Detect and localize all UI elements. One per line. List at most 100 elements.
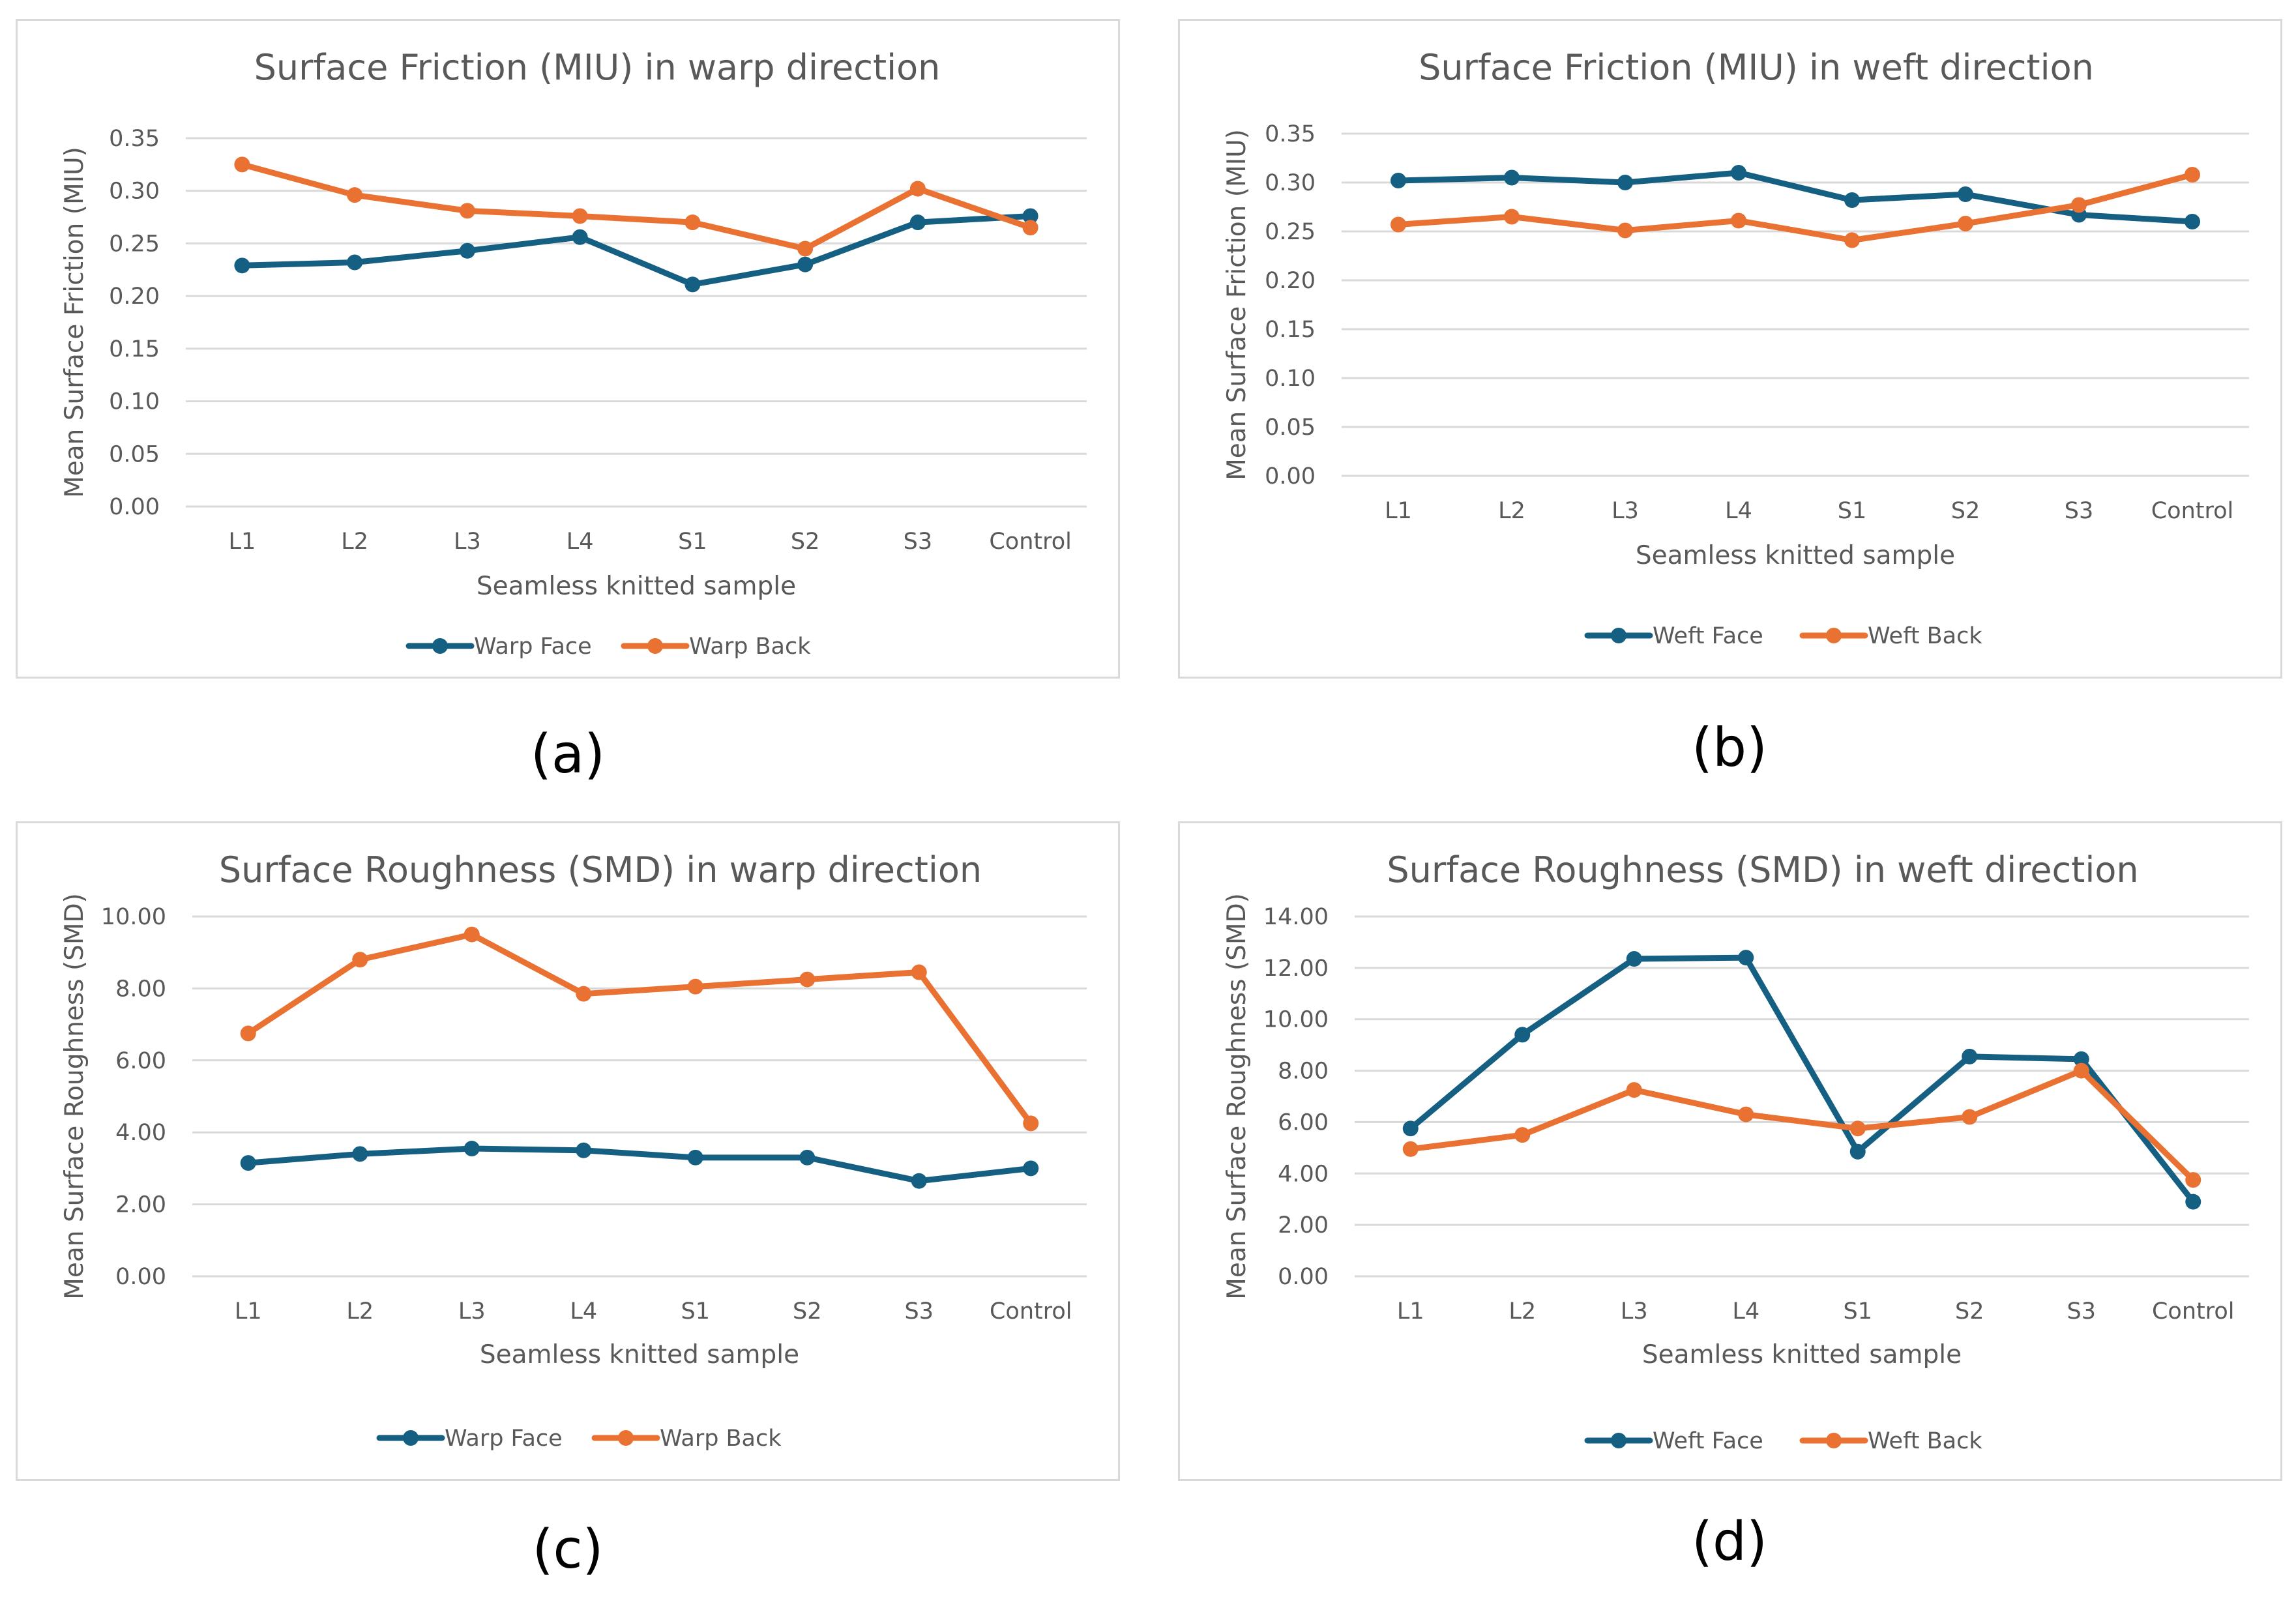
chart-c-legend-marker-1 (403, 1430, 419, 1446)
chart-b-y-tick-label: 0.15 (1265, 317, 1316, 343)
chart-a-series-1-point (684, 276, 701, 293)
chart-d-y-tick-label: 4.00 (1278, 1161, 1329, 1187)
chart-d-series-1-point (2073, 1051, 2089, 1067)
caption-a: (a) (530, 724, 606, 785)
chart-c-series-1-point (799, 1149, 816, 1165)
chart-d-series-2-point (1514, 1127, 1531, 1143)
chart-d-legend-marker-2 (1826, 1433, 1842, 1448)
chart-a-series-1-point (1022, 208, 1038, 224)
chart-a-series-1-point (572, 229, 588, 245)
chart-a-series-2-point (572, 208, 588, 224)
chart-d-x-axis-label: Seamless knitted sample (1642, 1340, 1962, 1370)
chart-c-series-1-point (576, 1142, 592, 1158)
chart-c-y-tick-label: 2.00 (115, 1192, 166, 1218)
chart-a-y-tick-label: 0.35 (109, 126, 160, 152)
chart-b-series-2-point (2185, 167, 2200, 183)
chart-d-legend-label-1: Weft Face (1653, 1428, 1763, 1454)
chart-c-series-1-point (352, 1146, 368, 1162)
chart-c-x-axis-label: Seamless knitted sample (480, 1340, 799, 1370)
chart-a-series-2-point (234, 156, 250, 173)
chart-a-y-tick-label: 0.15 (109, 336, 160, 362)
chart-d-x-tick-label: L3 (1621, 1298, 1648, 1325)
chart-c-y-tick-label: 0.00 (115, 1264, 166, 1290)
chart-panel-c: Surface Roughness (SMD) in warp directio… (16, 821, 1120, 1481)
chart-d-x-tick-label: S3 (2067, 1298, 2097, 1325)
chart-b-legend-marker-2 (1826, 628, 1842, 643)
chart-c-series-2-point (911, 964, 927, 980)
chart-d-series-line-2 (1407, 1068, 2196, 1183)
chart-c-x-tick-label: L3 (458, 1298, 486, 1325)
chart-panel-a: Surface Friction (MIU) in warp direction… (16, 19, 1120, 679)
chart-a-x-tick-label: S2 (791, 529, 820, 555)
chart-d-y-tick-label: 10.00 (1263, 1007, 1329, 1033)
chart-a-legend-marker-2 (647, 638, 663, 654)
chart-b-y-tick-label: 0.00 (1265, 463, 1316, 490)
chart-c-series-1-point (911, 1173, 927, 1189)
chart-c-series-2-point (1023, 1115, 1039, 1132)
chart-d-y-tick-label: 6.00 (1278, 1109, 1329, 1135)
chart-c-x-tick-label: Control (990, 1298, 1072, 1325)
chart-c-x-tick-label: L2 (346, 1298, 374, 1325)
chart-a-series-2-point (1022, 220, 1038, 236)
chart-c-y-axis-label: Mean Surface Roughness (SMD) (60, 893, 89, 1300)
chart-c-x-tick-label: S2 (793, 1298, 822, 1325)
chart-b-series-1-point (1391, 173, 1406, 188)
chart-a-y-tick-label: 0.25 (109, 231, 160, 257)
chart-d-x-tick-label: L1 (1397, 1298, 1424, 1325)
chart-a-x-tick-label: S1 (678, 529, 707, 555)
chart-d-series-2-point (1738, 1106, 1754, 1122)
chart-d-series-1-point (1738, 950, 1754, 966)
chart-d-series-1-point (2185, 1194, 2201, 1210)
chart-a-series-line-2 (239, 161, 1034, 252)
chart-c-series-2-point (687, 978, 703, 995)
chart-c-y-tick-label: 4.00 (115, 1120, 166, 1146)
chart-b-series-2-point (1731, 212, 1746, 229)
chart-d-x-tick-label: L4 (1732, 1298, 1759, 1325)
chart-d-x-tick-label: L2 (1509, 1298, 1536, 1325)
chart-d-series-2-point (1962, 1109, 1978, 1125)
chart-b-x-tick-label: Control (2151, 498, 2234, 524)
chart-a-series-2-point (797, 241, 814, 257)
chart-a-x-tick-label: L2 (341, 529, 368, 555)
chart-c-x-tick-label: S1 (681, 1298, 711, 1325)
chart-b-x-tick-label: S3 (2065, 498, 2094, 524)
chart-a-series-1-point (797, 256, 814, 272)
chart-d-x-tick-label: S1 (1844, 1298, 1873, 1325)
chart-d-series-2-point (1849, 1121, 1866, 1137)
chart-c-x-tick-label: L1 (235, 1298, 262, 1325)
chart-c-series-line-2 (245, 931, 1034, 1126)
chart-b-y-tick-label: 0.25 (1265, 219, 1316, 245)
chart-a-series-1-point (347, 254, 363, 271)
chart-c-series-line-1 (245, 1145, 1034, 1184)
chart-d-y-axis-label: Mean Surface Roughness (SMD) (1222, 893, 1252, 1300)
chart-a-series-2-point (684, 214, 701, 231)
chart-a-svg: Surface Friction (MIU) in warp direction… (60, 47, 1087, 660)
chart-b-series-1-point (1844, 192, 1860, 208)
chart-b-series-line-1 (1395, 169, 2196, 225)
chart-a-y-axis-label: Mean Surface Friction (MIU) (60, 147, 89, 498)
chart-b-y-axis-label: Mean Surface Friction (MIU) (1222, 129, 1252, 480)
chart-b-series-line-2 (1395, 171, 2196, 243)
chart-a-x-tick-label: L3 (454, 529, 481, 555)
chart-c-series-2-point (240, 1025, 256, 1042)
chart-b-series-2-point (1504, 209, 1520, 225)
chart-a-series-2-point (909, 181, 926, 197)
chart-c-series-2-point (352, 952, 368, 968)
chart-d-y-tick-label: 0.00 (1278, 1264, 1329, 1290)
chart-a-series-1-point (909, 214, 926, 231)
chart-c-legend-label-2: Warp Back (660, 1426, 782, 1452)
chart-c-svg: Surface Roughness (SMD) in warp directio… (60, 849, 1087, 1452)
chart-b-legend-marker-1 (1611, 628, 1626, 643)
chart-b-x-tick-label: L3 (1612, 498, 1639, 524)
chart-b-x-axis-label: Seamless knitted sample (1636, 541, 1955, 570)
chart-b-series-1-point (1958, 186, 1973, 202)
chart-d-svg: Surface Roughness (SMD) in weft directio… (1222, 849, 2249, 1454)
chart-c-x-tick-label: S3 (905, 1298, 934, 1325)
chart-c-y-tick-label: 6.00 (115, 1048, 166, 1074)
chart-a-legend-label-2: Warp Back (689, 634, 811, 660)
chart-a-x-tick-label: S3 (904, 529, 933, 555)
chart-a-legend-marker-1 (432, 638, 448, 654)
chart-b-y-tick-label: 0.20 (1265, 268, 1316, 294)
chart-d-y-tick-label: 12.00 (1263, 956, 1329, 982)
chart-c-series-1-point (464, 1141, 480, 1157)
